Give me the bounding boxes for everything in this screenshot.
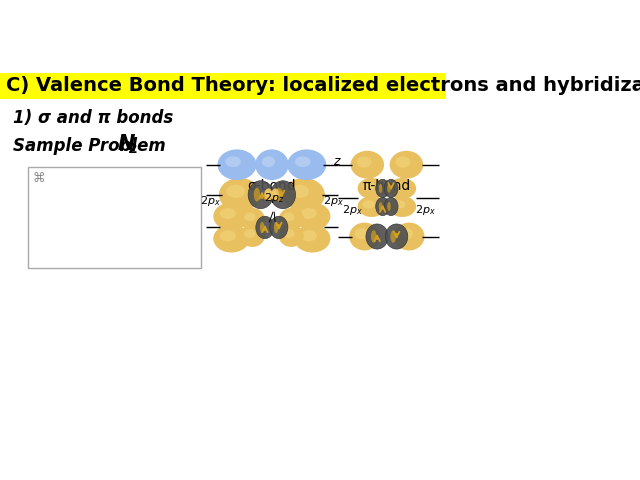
Ellipse shape (219, 178, 260, 211)
Ellipse shape (379, 184, 382, 193)
Ellipse shape (256, 216, 274, 239)
Ellipse shape (255, 149, 289, 180)
Bar (0, 72, 446, 99)
Ellipse shape (291, 185, 309, 198)
Ellipse shape (362, 182, 375, 191)
Ellipse shape (273, 191, 276, 196)
Ellipse shape (387, 202, 390, 211)
Ellipse shape (283, 178, 325, 211)
Ellipse shape (294, 203, 330, 230)
Ellipse shape (270, 216, 288, 239)
Ellipse shape (384, 197, 398, 216)
Ellipse shape (220, 230, 236, 241)
Text: N: N (117, 134, 134, 154)
Ellipse shape (213, 203, 250, 230)
Ellipse shape (388, 196, 416, 217)
Ellipse shape (287, 149, 326, 180)
Ellipse shape (301, 208, 317, 219)
Ellipse shape (388, 178, 416, 199)
Ellipse shape (226, 185, 245, 198)
Ellipse shape (393, 182, 406, 191)
Ellipse shape (244, 212, 255, 221)
Ellipse shape (260, 222, 264, 233)
Ellipse shape (379, 202, 382, 211)
Ellipse shape (248, 181, 273, 209)
Ellipse shape (358, 196, 385, 217)
Bar (28, 167, 201, 268)
Ellipse shape (266, 191, 269, 196)
Text: $2p_x$: $2p_x$ (200, 194, 221, 208)
Ellipse shape (254, 188, 260, 202)
Ellipse shape (301, 230, 317, 241)
Ellipse shape (284, 212, 294, 221)
Ellipse shape (220, 208, 236, 219)
Text: Sample Problem: Sample Problem (13, 137, 165, 155)
Ellipse shape (279, 208, 304, 230)
Text: $2p_x$: $2p_x$ (323, 194, 344, 208)
Text: ⌘: ⌘ (32, 172, 45, 185)
Text: z: z (333, 156, 340, 168)
Ellipse shape (244, 229, 255, 238)
Text: $2p_x$: $2p_x$ (415, 203, 436, 217)
Text: $2p_x$: $2p_x$ (342, 203, 362, 217)
Ellipse shape (358, 178, 385, 199)
Ellipse shape (284, 229, 294, 238)
Ellipse shape (240, 225, 265, 247)
Ellipse shape (371, 230, 376, 243)
Ellipse shape (213, 225, 250, 252)
Ellipse shape (294, 225, 330, 252)
Ellipse shape (271, 189, 280, 201)
Ellipse shape (295, 156, 310, 167)
Text: 1) σ and π bonds: 1) σ and π bonds (13, 109, 173, 127)
Ellipse shape (225, 156, 241, 167)
Text: σ-bond: σ-bond (248, 179, 296, 192)
Ellipse shape (387, 184, 390, 193)
Ellipse shape (394, 223, 424, 251)
Ellipse shape (355, 228, 369, 240)
Ellipse shape (384, 180, 398, 197)
Ellipse shape (356, 156, 372, 168)
Ellipse shape (390, 230, 396, 243)
Text: C) Valence Bond Theory: localized electrons and hybridization: C) Valence Bond Theory: localized electr… (6, 76, 640, 96)
Ellipse shape (349, 223, 380, 251)
Ellipse shape (376, 180, 390, 197)
Ellipse shape (393, 200, 406, 209)
Ellipse shape (240, 208, 265, 230)
Ellipse shape (390, 151, 423, 179)
Ellipse shape (385, 224, 408, 249)
Ellipse shape (351, 151, 384, 179)
Ellipse shape (276, 188, 282, 202)
Ellipse shape (271, 181, 296, 209)
Ellipse shape (399, 228, 413, 240)
Ellipse shape (396, 156, 411, 168)
Ellipse shape (366, 224, 388, 249)
Ellipse shape (262, 156, 275, 167)
Text: π-bond: π-bond (363, 179, 411, 192)
Ellipse shape (264, 189, 273, 201)
Ellipse shape (376, 197, 390, 216)
Ellipse shape (274, 222, 278, 233)
Ellipse shape (362, 200, 375, 209)
Ellipse shape (279, 225, 304, 247)
Ellipse shape (218, 149, 257, 180)
Text: $2p_z$: $2p_z$ (264, 191, 284, 205)
Text: 2: 2 (127, 142, 138, 156)
